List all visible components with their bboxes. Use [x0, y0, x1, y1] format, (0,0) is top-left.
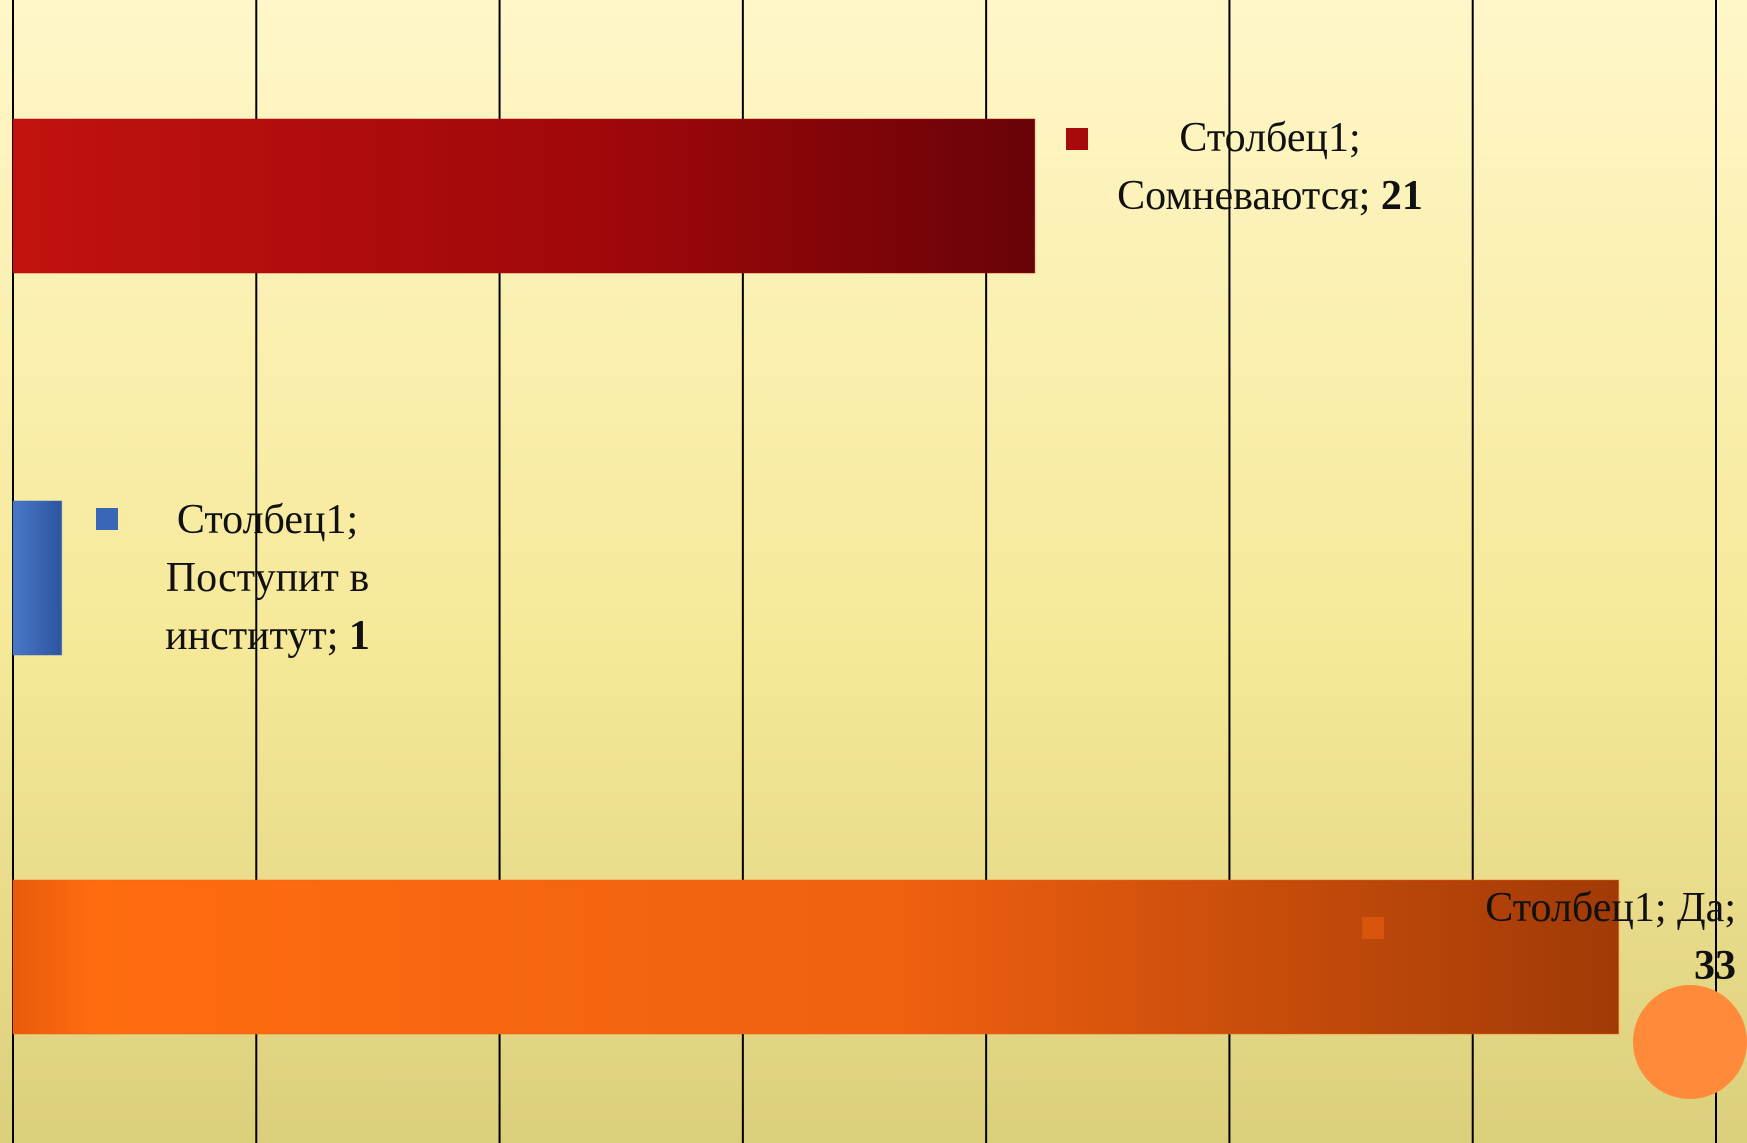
value: 21 [1380, 173, 1423, 219]
data-label: Столбец1; Сомневаются; 21 [1105, 109, 1435, 225]
category: Сомневаются [1117, 173, 1359, 219]
separator: ; [1654, 885, 1678, 931]
value: 33 [1694, 943, 1736, 989]
label-marker [1362, 917, 1384, 939]
separator: ; [346, 497, 359, 543]
bar [12, 500, 63, 656]
separator: ; [326, 613, 349, 659]
label-marker [1066, 128, 1088, 150]
series-name: Столбец1 [1485, 885, 1655, 931]
data-label: Столбец1; Поступит в институт; 1 [120, 491, 415, 665]
label-marker [96, 508, 118, 530]
decor-circle [1633, 985, 1747, 1099]
separator: ; [1358, 173, 1381, 219]
category: Поступит в институт [165, 555, 370, 659]
series-name: Столбец1 [1179, 115, 1349, 161]
value: 1 [348, 613, 370, 659]
category: Да [1677, 885, 1725, 931]
separator: ; [1724, 885, 1736, 931]
bar [12, 118, 1036, 274]
series-name: Столбец1 [176, 497, 347, 543]
data-label: Столбец1; Да; 33 [1360, 879, 1736, 995]
separator: ; [1348, 115, 1361, 161]
bar [12, 879, 1620, 1035]
